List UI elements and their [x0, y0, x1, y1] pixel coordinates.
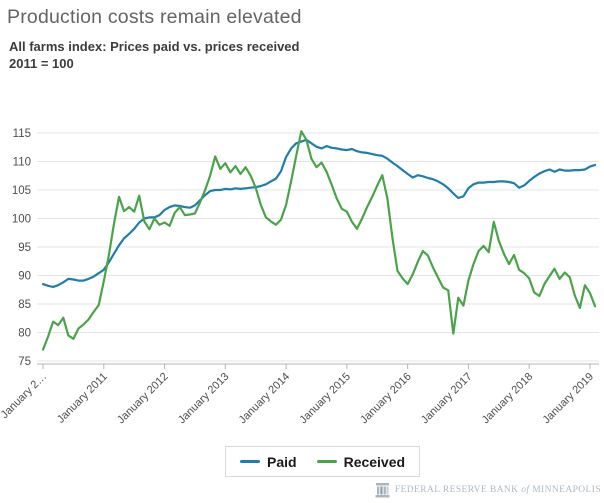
y-tick-label: 75 — [18, 356, 31, 368]
legend-label-paid: Paid — [267, 453, 297, 470]
legend-item-received[interactable]: Received — [316, 453, 406, 470]
received-line — [41, 130, 597, 351]
x-tick-label: January 2012 — [115, 371, 171, 427]
x-tick-label: January 2… — [0, 371, 49, 421]
chart-subtitle-line2: 2011 = 100 — [9, 55, 74, 71]
source-text-of: of — [521, 485, 530, 495]
x-tick-label: January 2018 — [480, 371, 536, 427]
source-text: FEDERAL RESERVE BANK of MINNEAPOLIS — [395, 485, 601, 495]
source-attribution: FEDERAL RESERVE BANK of MINNEAPOLIS — [375, 482, 601, 498]
federal-reserve-logo-icon — [375, 483, 390, 498]
chart-subtitle: All farms index: Prices paid vs. prices … — [9, 39, 299, 73]
paid-line-swatch — [240, 460, 260, 463]
y-tick-label: 105 — [12, 185, 31, 197]
source-text-city: MINNEAPOLIS — [532, 485, 601, 495]
y-tick-label: 90 — [18, 271, 31, 283]
x-tick-label: January 2016 — [358, 371, 414, 427]
x-tick-label: January 2017 — [419, 371, 475, 427]
chart-legend: Paid Received — [225, 446, 421, 477]
received-line-swatch — [316, 460, 337, 463]
y-tick-label: 100 — [12, 214, 31, 226]
y-tick-label: 85 — [18, 299, 31, 311]
y-tick-label: 95 — [18, 242, 31, 254]
y-tick-label: 80 — [18, 328, 31, 340]
paid-line — [41, 138, 597, 288]
y-tick-label: 110 — [13, 157, 31, 169]
page-title: Production costs remain elevated — [7, 6, 302, 28]
chart-subtitle-line1: All farms index: Prices paid vs. prices … — [9, 39, 300, 54]
x-tick-label: January 2015 — [297, 371, 353, 427]
x-tick-label: January 2011 — [55, 371, 110, 426]
x-tick-label: January 2013 — [176, 371, 232, 427]
source-text-bank: FEDERAL RESERVE BANK — [394, 485, 519, 495]
x-tick-label: January 2019 — [540, 371, 596, 427]
y-tick-label: 115 — [13, 128, 31, 140]
legend-item-paid[interactable]: Paid — [240, 454, 297, 470]
legend-label-received: Received — [343, 453, 406, 470]
x-tick-label: January 2014 — [237, 371, 293, 427]
